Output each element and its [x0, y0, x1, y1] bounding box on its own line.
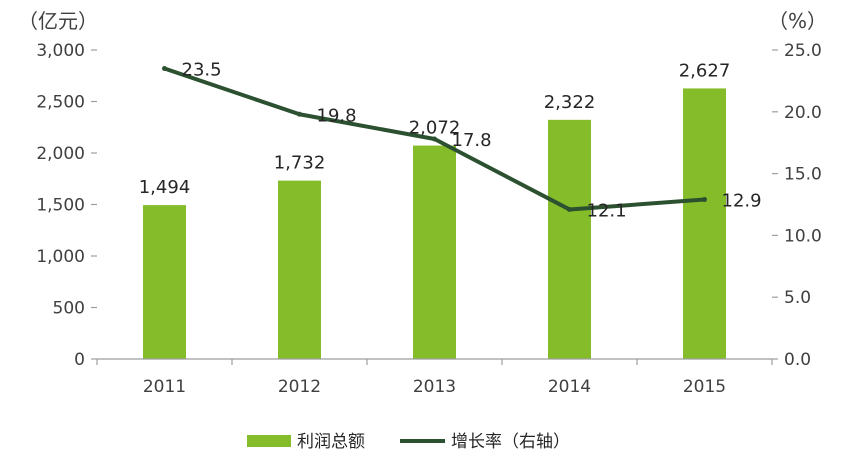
line-value-label: 17.8 [452, 130, 492, 151]
line-value-label: 12.9 [722, 191, 762, 212]
bar-2014 [548, 119, 591, 359]
bar-value-label: 2,072 [409, 118, 461, 139]
right-tick-label: 5.0 [784, 288, 811, 308]
right-axis-unit: （%） [768, 9, 827, 33]
growth-point-2014 [567, 206, 572, 212]
bar-value-label: 1,732 [274, 153, 326, 174]
right-tick-label: 25.0 [784, 41, 822, 61]
legend-label-line: 增长率（右轴） [451, 432, 570, 452]
x-tick-label: 2012 [278, 377, 321, 397]
bar-series [143, 88, 726, 359]
growth-point-2013 [432, 136, 437, 142]
left-tick-label: 3,000 [36, 41, 85, 61]
right-tick-label: 15.0 [784, 165, 822, 185]
right-tick-label: 20.0 [784, 103, 822, 123]
right-axis-ticks: 0.0 5.0 10.0 15.0 20.0 25.0 [772, 41, 822, 370]
left-tick-label: 0 [74, 350, 85, 370]
growth-point-2011 [162, 66, 167, 72]
growth-point-2015 [702, 197, 707, 203]
x-tick-label: 2013 [413, 377, 456, 397]
left-tick-label: 2,500 [36, 93, 85, 113]
line-value-label: 19.8 [317, 105, 357, 126]
data-labels: 1,494 1,732 2,072 2,322 2,627 23.5 19.8 17.8 12.… [139, 60, 762, 222]
bar-value-label: 1,494 [139, 177, 191, 198]
x-tick-label: 2011 [143, 377, 186, 397]
line-series [162, 66, 707, 212]
right-tick-label: 0.0 [784, 350, 811, 370]
line-value-label: 12.1 [587, 200, 627, 221]
legend-label-bar: 利润总额 [297, 432, 365, 452]
growth-point-2012 [297, 111, 302, 117]
right-tick-label: 10.0 [784, 226, 822, 246]
left-axis-unit: （亿元） [18, 9, 98, 33]
left-axis-ticks: 0 500 1,000 1,500 2,000 2,500 3,000 [36, 41, 97, 370]
x-axis-ticks: 2011 2012 2013 2014 2015 [96, 359, 773, 397]
bar-2015 [683, 88, 726, 359]
bar-2012 [278, 180, 321, 359]
bar-2011 [143, 205, 186, 359]
line-value-label: 23.5 [182, 60, 222, 81]
legend-swatch-bar [247, 435, 291, 447]
left-tick-label: 500 [53, 299, 85, 319]
bar-2013 [413, 145, 456, 359]
left-tick-label: 1,500 [36, 196, 85, 216]
legend: 利润总额 增长率（右轴） [247, 432, 570, 452]
bar-value-label: 2,627 [679, 60, 731, 81]
x-tick-label: 2014 [548, 377, 591, 397]
left-tick-label: 2,000 [36, 144, 85, 164]
bar-value-label: 2,322 [544, 92, 596, 113]
left-tick-label: 1,000 [36, 247, 85, 267]
x-tick-label: 2015 [683, 377, 726, 397]
